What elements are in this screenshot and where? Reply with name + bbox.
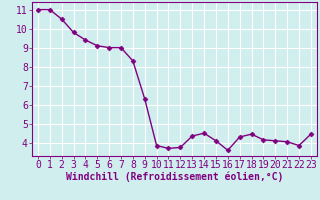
X-axis label: Windchill (Refroidissement éolien,°C): Windchill (Refroidissement éolien,°C) (66, 172, 283, 182)
